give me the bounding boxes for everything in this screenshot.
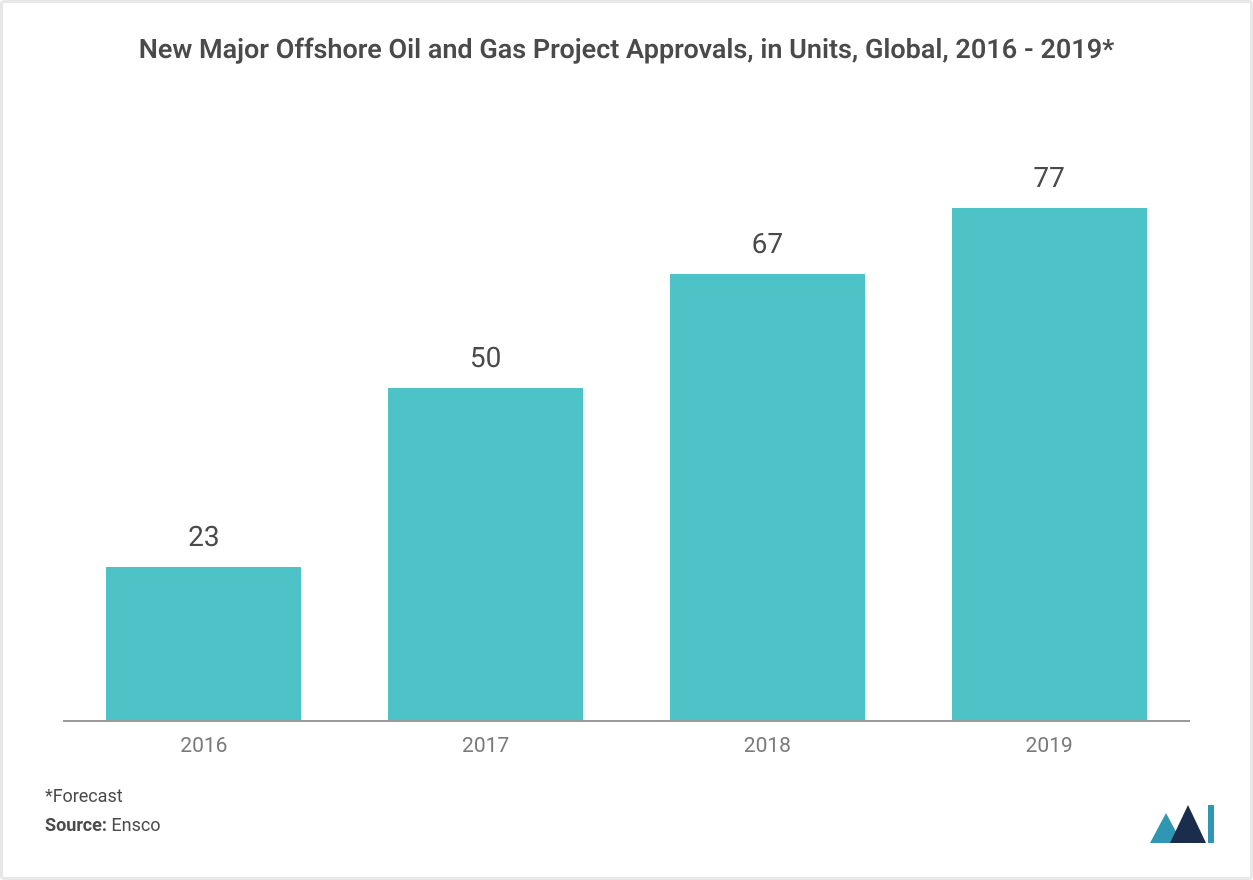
bar-slot-1: 50 xyxy=(386,133,586,720)
footnote-source-label: Source: xyxy=(45,815,111,836)
footnote: *Forecast Source: Ensco xyxy=(45,783,161,839)
bar-value-label: 50 xyxy=(470,341,501,374)
chart-container: New Major Offshore Oil and Gas Project A… xyxy=(0,0,1253,880)
bars-row: 23 50 67 77 xyxy=(63,133,1190,720)
bar-rect xyxy=(388,388,583,721)
bar-value-label: 23 xyxy=(188,520,219,553)
x-tick-row: 2016 2017 2018 2019 xyxy=(63,734,1190,762)
bar-slot-0: 23 xyxy=(104,133,304,720)
x-tick-label: 2017 xyxy=(386,734,586,762)
x-tick-label: 2016 xyxy=(104,734,304,762)
x-tick-label: 2019 xyxy=(949,734,1149,762)
mordor-logo-icon xyxy=(1150,799,1214,843)
x-axis-line xyxy=(63,720,1190,722)
footnote-forecast: *Forecast xyxy=(45,783,161,810)
bar-slot-2: 67 xyxy=(667,133,867,720)
bar-slot-3: 77 xyxy=(949,133,1149,720)
plot-area: 23 50 67 77 xyxy=(63,133,1190,722)
footnote-source-value: Ensco xyxy=(111,815,160,836)
chart-title: New Major Offshore Oil and Gas Project A… xyxy=(3,3,1250,67)
x-tick-label: 2018 xyxy=(667,734,867,762)
bar-rect xyxy=(106,567,301,720)
footnote-source: Source: Ensco xyxy=(45,812,161,839)
bar-value-label: 77 xyxy=(1033,161,1064,194)
bar-rect xyxy=(952,208,1147,720)
bar-value-label: 67 xyxy=(752,227,783,260)
bar-rect xyxy=(670,274,865,720)
